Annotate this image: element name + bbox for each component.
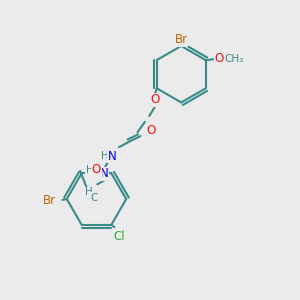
Text: O: O <box>92 163 101 176</box>
Text: O: O <box>151 93 160 106</box>
Text: N: N <box>108 150 116 163</box>
Text: H: H <box>85 188 93 197</box>
Text: N: N <box>100 167 109 180</box>
Text: Cl: Cl <box>114 230 125 243</box>
Text: H: H <box>86 165 94 175</box>
Text: C: C <box>90 193 98 203</box>
Text: O: O <box>146 124 155 137</box>
Text: H: H <box>101 151 109 161</box>
Text: CH₃: CH₃ <box>224 54 244 64</box>
Text: Br: Br <box>42 194 56 207</box>
Text: O: O <box>214 52 224 65</box>
Text: Br: Br <box>175 33 188 46</box>
